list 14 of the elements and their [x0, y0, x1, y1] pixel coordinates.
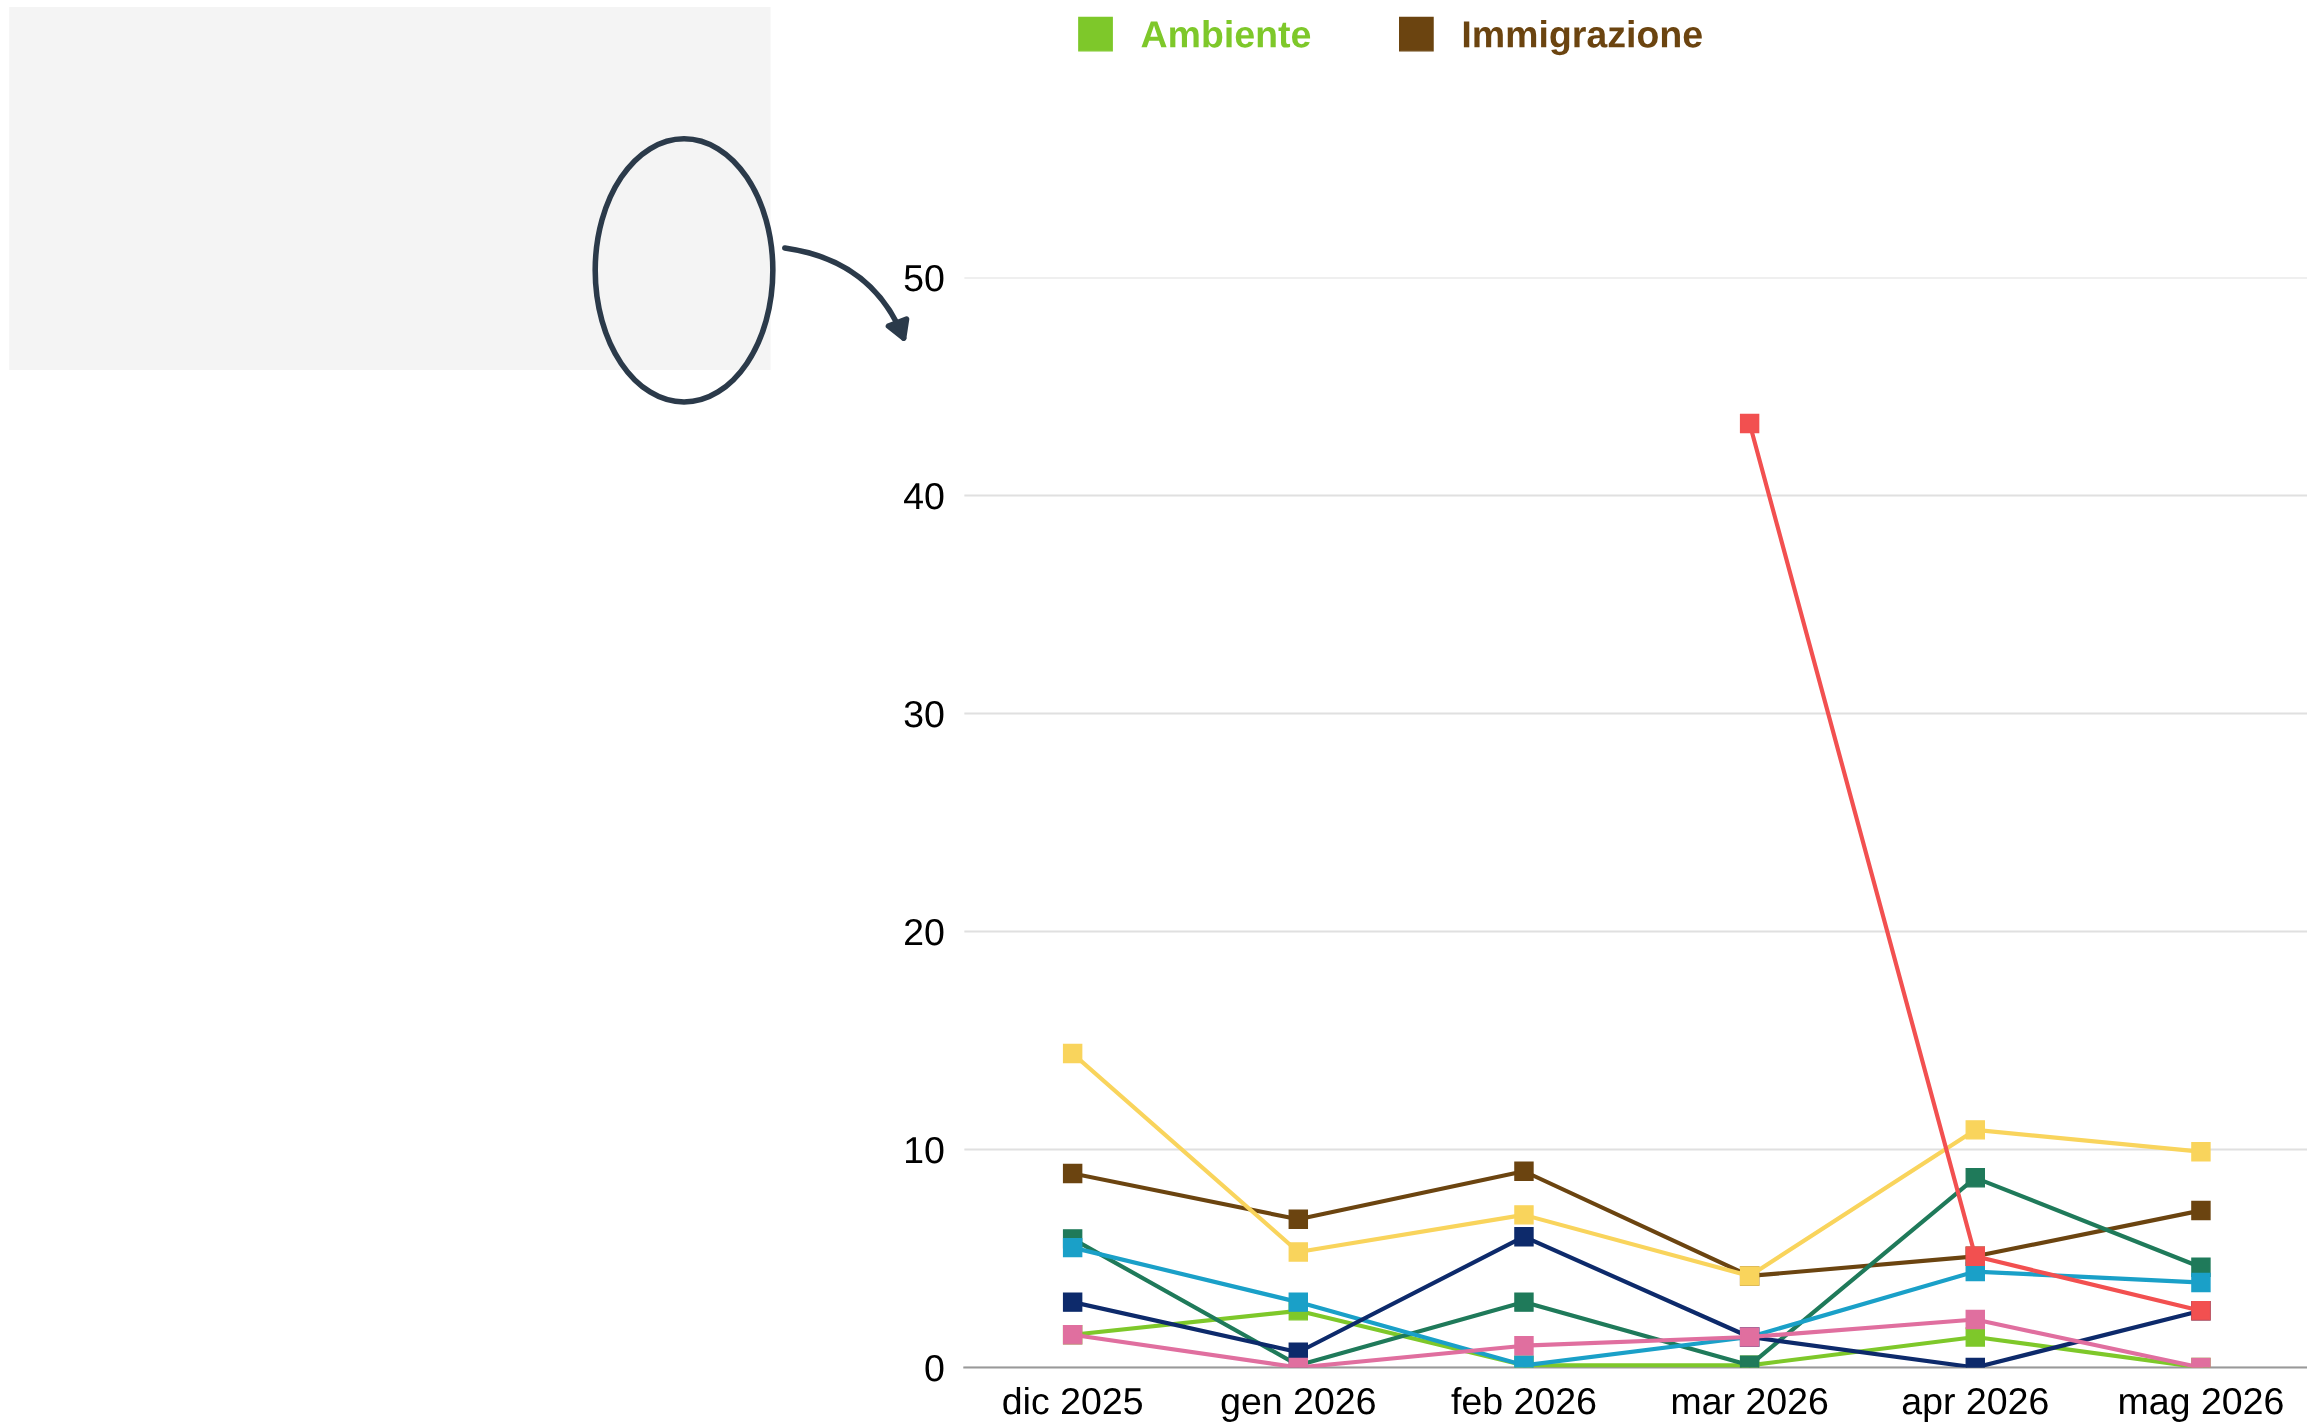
- y-tick-label: 10: [906, 1136, 944, 1164]
- x-tick-label: mag 2026: [2120, 1387, 2283, 1422]
- y-tick-label: 50: [904, 264, 944, 292]
- legend-label: Ambiente: [1141, 20, 1311, 48]
- y-tick-label: 40: [904, 482, 944, 510]
- y-tick-label: 20: [905, 918, 944, 946]
- x-tick-label: dic 2025: [1003, 1386, 1142, 1415]
- x-tick-label: apr 2026: [1902, 1387, 2048, 1422]
- y-tick-label: 0: [925, 1354, 944, 1382]
- x-tick-label: feb 2026: [1451, 1386, 1596, 1415]
- legend-label: Immigrazione: [1463, 20, 1702, 56]
- y-tick-label: 30: [904, 700, 944, 728]
- x-tick-label: mar 2026: [1672, 1387, 1828, 1415]
- x-tick-label: gen 2026: [1221, 1387, 1375, 1422]
